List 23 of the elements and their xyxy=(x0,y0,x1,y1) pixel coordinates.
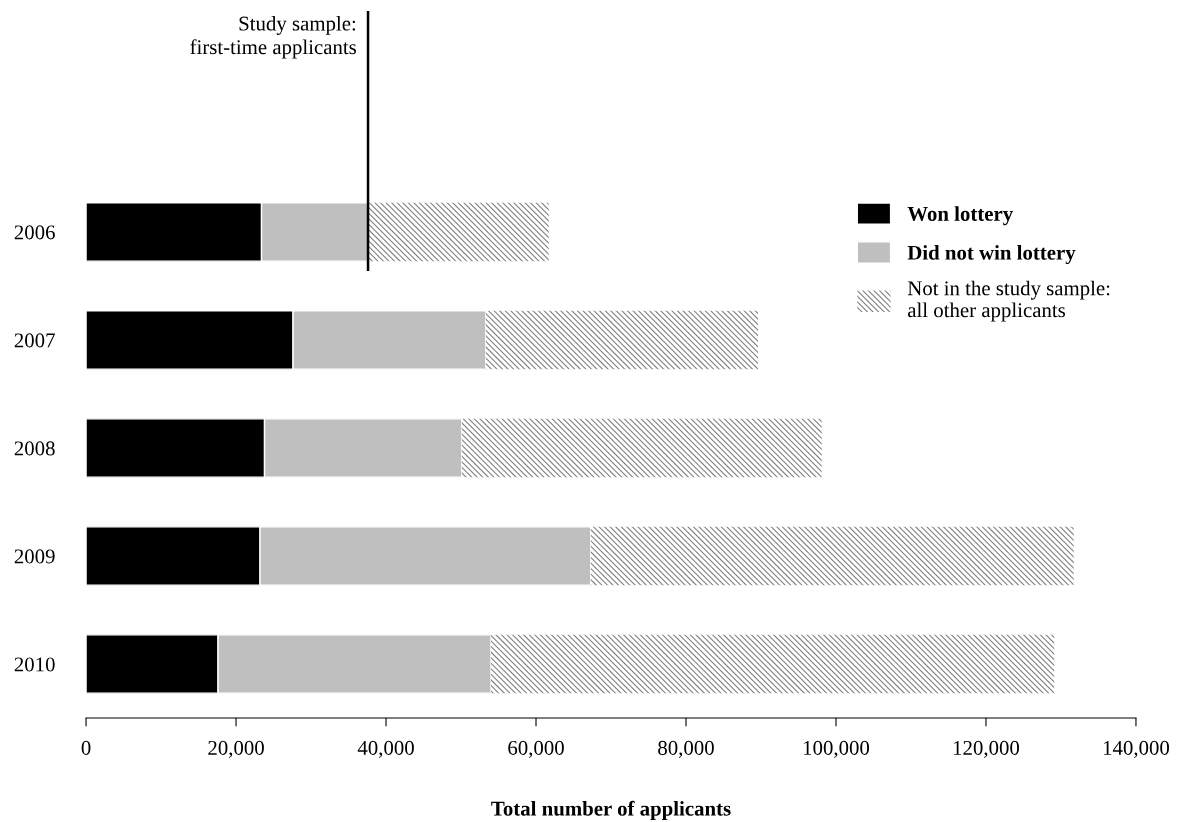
x-tick-label: 80,000 xyxy=(658,740,714,758)
bar xyxy=(491,634,1055,694)
legend-label: Won lottery xyxy=(907,206,1013,226)
bar xyxy=(485,310,758,370)
x-tick-label: 20,000 xyxy=(208,740,264,758)
bar xyxy=(368,202,549,262)
legend-label: Did not win lottery xyxy=(907,245,1076,265)
bar xyxy=(461,418,822,478)
y-tick-label: 2007 xyxy=(14,333,55,348)
x-tick-label: 40,000 xyxy=(357,740,414,758)
legend-label: Not in the study sample: all other applicants xyxy=(907,280,1110,322)
x-axis-title: Total number of applicants xyxy=(491,800,731,820)
x-tick-label: 100,000 xyxy=(803,740,870,758)
bar xyxy=(590,526,1074,586)
y-tick-label: 2008 xyxy=(14,441,55,456)
x-tick-label: 0 xyxy=(81,740,91,755)
y-tick-label: 2006 xyxy=(14,225,55,240)
x-tick-label: 60,000 xyxy=(508,740,564,758)
x-tick-label: 140,000 xyxy=(1103,740,1170,758)
y-tick-label: 2009 xyxy=(14,549,55,564)
ref-line-label: Study sample: first-time applicants xyxy=(190,15,357,59)
x-tick-label: 120,000 xyxy=(953,740,1020,758)
y-tick-label: 2010 xyxy=(14,657,55,672)
